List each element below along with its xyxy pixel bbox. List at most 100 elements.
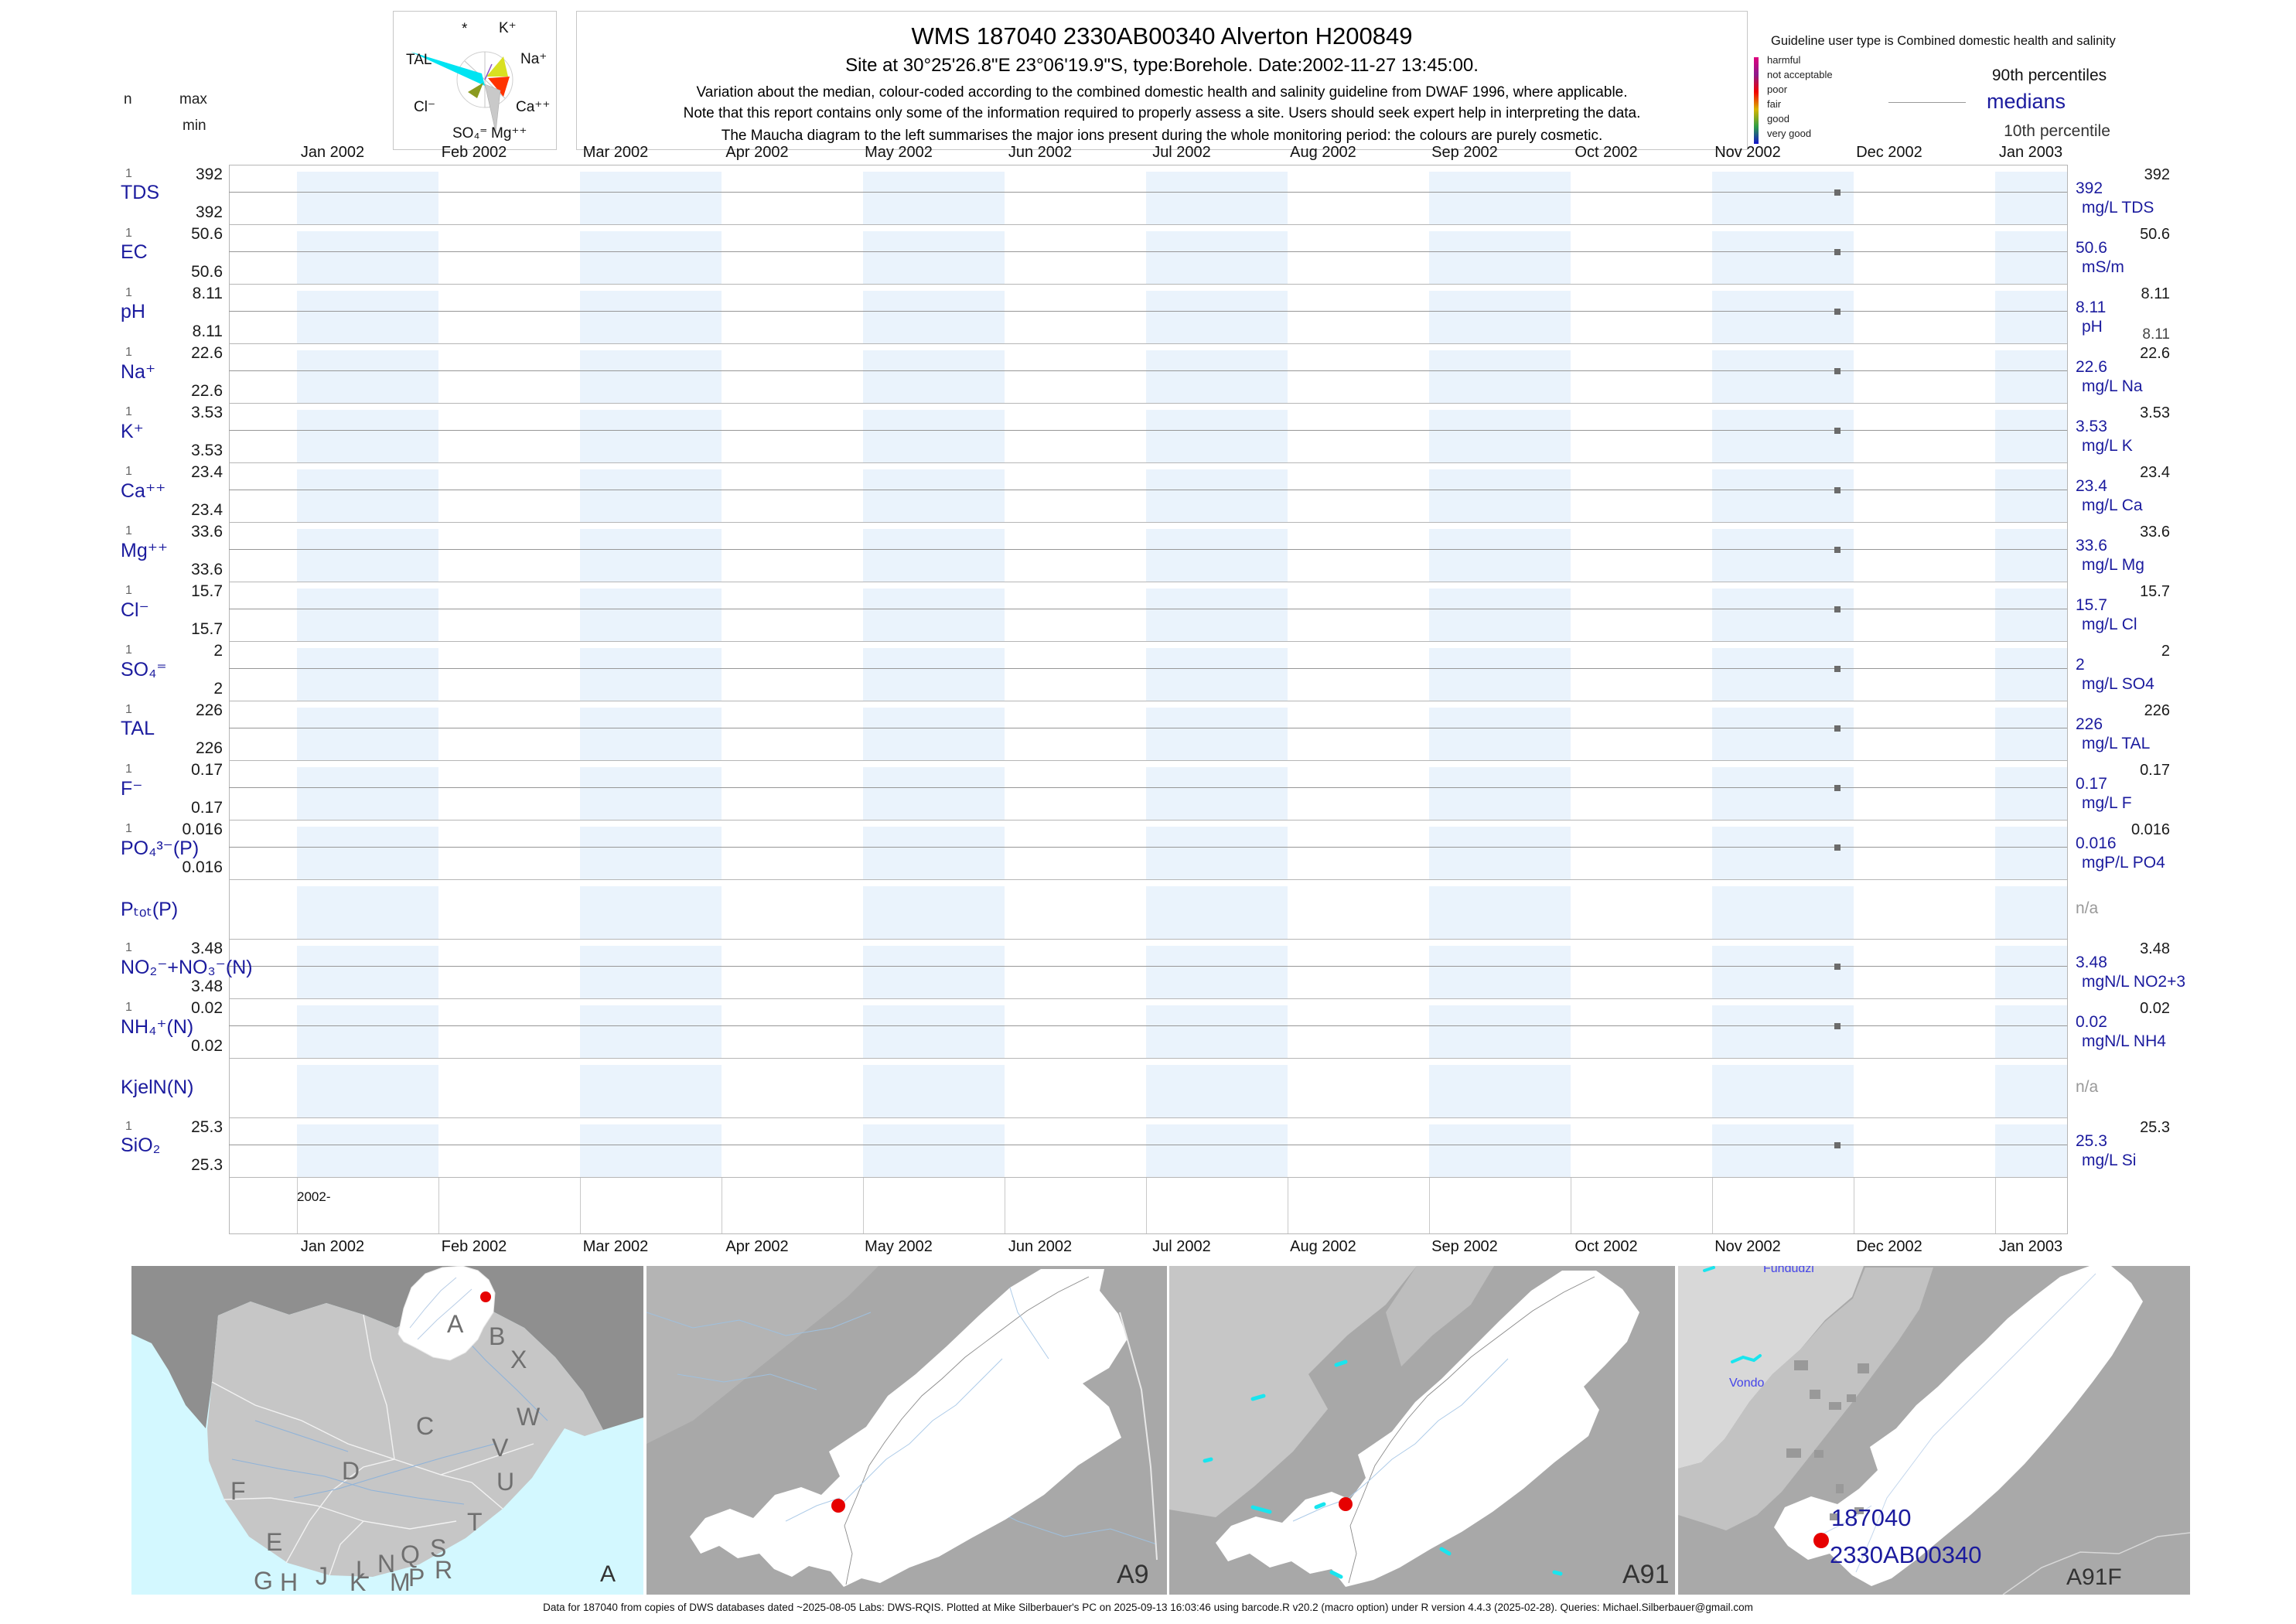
month-label-bottom: Feb 2002 <box>441 1238 507 1255</box>
month-shade <box>1995 469 2067 522</box>
row-parameter-label: Cl⁻ <box>121 599 149 621</box>
row-unit-label: mg/L F <box>2082 794 2132 812</box>
month-shade <box>580 529 722 582</box>
station-code-label: 2330AB00340 <box>1830 1541 1982 1568</box>
row-n-count: 1 <box>125 643 132 657</box>
month-shade <box>1429 1005 1571 1058</box>
place-label-fundudzi: Fundudzi <box>1763 1266 1814 1275</box>
map-region-letter-u: U <box>496 1468 514 1496</box>
month-shade <box>580 767 722 820</box>
month-shade <box>297 1124 438 1177</box>
row-median-value: 0.016 <box>2076 834 2117 852</box>
row-median-value: 0.17 <box>2076 775 2107 793</box>
month-shade <box>863 1124 1005 1177</box>
row-band <box>229 165 2067 224</box>
class-label-poor: poor <box>1767 84 1788 95</box>
row-values-cell: 23.4 23.4 mg/L Ca <box>2073 462 2170 522</box>
row-n-count: 1 <box>125 822 132 835</box>
row-band <box>229 641 2067 701</box>
month-shade <box>1712 231 1854 284</box>
month-shade <box>1146 648 1288 701</box>
class-label-very-good: very good <box>1767 128 1812 139</box>
row-min-value: 23.4 <box>191 501 223 519</box>
row-band <box>229 760 2067 820</box>
row-max-value: 2 <box>213 642 223 660</box>
row-unit-label: mg/L Ca <box>2082 496 2143 514</box>
row-min-value: 392 <box>195 203 223 221</box>
month-shade <box>863 708 1005 760</box>
row-label-cell: 1 392 392 TDS <box>116 165 229 224</box>
row-band <box>229 403 2067 462</box>
month-shade <box>863 767 1005 820</box>
row-p90-value: 3.48 <box>2140 940 2170 957</box>
row-min-value: 0.016 <box>182 858 223 876</box>
row-parameter-label: EC <box>121 241 148 263</box>
note-line-2: Note that this report contains only some… <box>683 105 1641 121</box>
month-tick <box>297 1178 298 1233</box>
row-max-value: 50.6 <box>191 225 223 243</box>
class-label-harmful: harmful <box>1767 54 1801 66</box>
month-shade <box>1712 1005 1854 1058</box>
map-region-letter-x: X <box>510 1346 527 1373</box>
chart-right-border <box>2067 165 2068 1234</box>
map-code-label: A <box>600 1561 616 1587</box>
station-marker <box>1813 1533 1829 1548</box>
month-shade <box>1995 350 2067 403</box>
station-marker <box>480 1291 491 1302</box>
map-region-letter-l: L <box>356 1556 370 1584</box>
month-label-top: Sep 2002 <box>1431 144 1498 161</box>
month-shade <box>1995 291 2067 343</box>
row-p90-value: 2 <box>2161 643 2170 660</box>
row-max-value: 23.4 <box>191 463 223 481</box>
row-median-value: 3.53 <box>2076 418 2107 435</box>
row-median-value: 33.6 <box>2076 537 2107 554</box>
row-na-value: n/a <box>2076 1078 2099 1096</box>
row-band <box>229 522 2067 582</box>
month-shade <box>297 291 438 343</box>
month-label-top: Aug 2002 <box>1290 144 1356 161</box>
maucha-mg-wedge <box>484 84 501 133</box>
month-shade <box>1995 648 2067 701</box>
row-values-cell: 33.6 33.6 mg/L Mg <box>2073 522 2170 582</box>
maucha-ion-cl: Cl⁻ <box>414 99 435 115</box>
row-n-count: 1 <box>125 1001 132 1014</box>
month-shade <box>580 708 722 760</box>
row-label-cell: 1 22.6 22.6 Na⁺ <box>116 343 229 403</box>
row-p90-value: 15.7 <box>2140 583 2170 600</box>
month-shade <box>1146 767 1288 820</box>
row-max-value: 226 <box>195 701 223 719</box>
month-shade <box>863 589 1005 641</box>
row-n-count: 1 <box>125 167 132 180</box>
month-shade <box>297 767 438 820</box>
month-tick <box>1712 1178 1713 1233</box>
class-label-fair: fair <box>1767 98 1782 110</box>
lakes <box>1703 1266 1762 1363</box>
main-river <box>844 1276 1090 1585</box>
month-shade <box>863 648 1005 701</box>
map-a91: A91 <box>1169 1266 1675 1595</box>
month-shade <box>1995 172 2067 224</box>
month-shade <box>863 172 1005 224</box>
row-na-value: n/a <box>2076 899 2099 917</box>
map-region-letter-e: E <box>266 1528 282 1556</box>
month-shade <box>1146 1065 1288 1117</box>
month-label-bottom: May 2002 <box>865 1238 933 1255</box>
sample-point <box>1834 309 1841 315</box>
tributaries <box>1292 1358 1509 1522</box>
row-n-count: 1 <box>125 941 132 954</box>
row-min-value: 15.7 <box>191 620 223 638</box>
row-values-cell: n/a <box>2073 1058 2170 1117</box>
main-river <box>1348 1276 1595 1584</box>
month-shade <box>297 886 438 939</box>
row-parameter-label: TAL <box>121 718 155 739</box>
maucha-ion-na: Na⁺ <box>520 51 548 67</box>
map-region-letter-q: Q <box>401 1540 420 1568</box>
month-label-top: Jul 2002 <box>1152 144 1211 161</box>
row-median-value: 15.7 <box>2076 596 2107 614</box>
row-median-value: 2 <box>2076 656 2085 674</box>
month-shade <box>1712 708 1854 760</box>
row-values-cell: 22.6 22.6 mg/L Na <box>2073 343 2170 403</box>
map-a9: A9 <box>646 1266 1167 1595</box>
maucha-ion-mg: Mg⁺⁺ <box>491 125 527 142</box>
